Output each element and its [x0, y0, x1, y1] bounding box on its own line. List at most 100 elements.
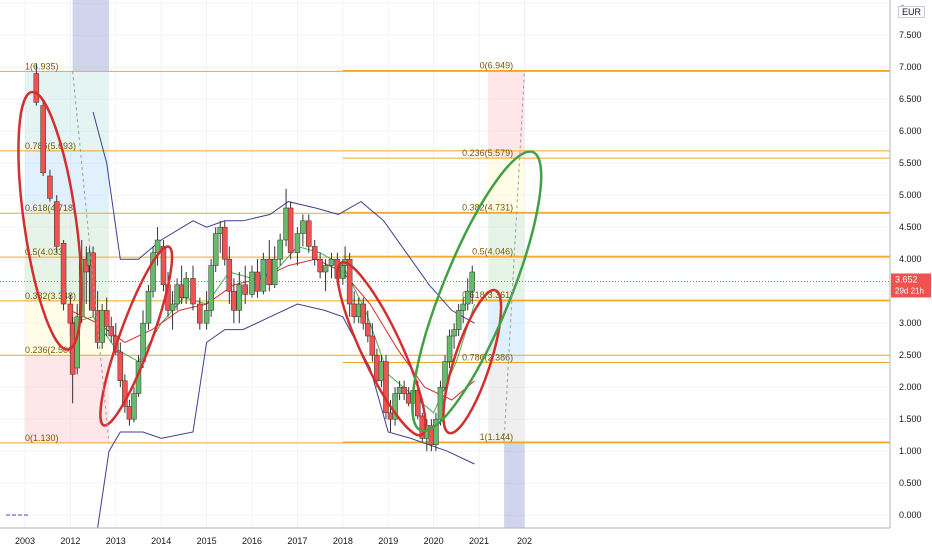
candle-body	[405, 393, 412, 404]
candle-body	[154, 239, 161, 254]
fib-label-right: 0(6.949)	[480, 60, 514, 70]
fib-zone-right	[488, 70, 525, 159]
price-tick-label: 4.500	[899, 222, 922, 232]
price-tick-label: 5.500	[899, 158, 922, 168]
candle-body	[249, 271, 255, 295]
candle-body	[108, 326, 114, 337]
candle-body	[131, 393, 137, 420]
candle-body	[117, 351, 124, 382]
fib-label-left: 1(6.935)	[25, 61, 59, 71]
candle-body	[254, 271, 261, 292]
candle-body	[94, 310, 101, 343]
fib-zone-left	[24, 355, 109, 443]
candle-body	[217, 226, 223, 234]
time-tick-label: 2014	[151, 536, 171, 546]
candle-body	[208, 265, 214, 311]
time-tick-label: 2012	[60, 536, 80, 546]
fib-label-left: 0.236(2.500)	[25, 345, 76, 355]
candle-body	[271, 258, 278, 286]
candle-body	[169, 303, 176, 311]
candle-body	[415, 390, 421, 417]
candle-body	[401, 386, 407, 394]
candle-body	[203, 310, 210, 324]
candle-body	[67, 303, 74, 324]
candle-body	[442, 361, 448, 388]
price-tick-label: 7.500	[899, 30, 922, 40]
candle-body	[437, 386, 444, 420]
time-tick-label: 2016	[242, 536, 262, 546]
candle-body	[150, 252, 156, 292]
fib-label-right: 0.382(4.731)	[462, 202, 513, 212]
fib-zone-left	[24, 213, 109, 258]
candle-body	[197, 303, 203, 324]
candle-body	[226, 258, 233, 292]
candle-body	[47, 175, 53, 199]
projection-line-left	[72, 71, 110, 443]
fib-label-left: 0(1.130)	[25, 433, 59, 443]
time-tick-label: 2003	[15, 536, 35, 546]
price-tick-label: 0.000	[899, 510, 922, 520]
time-tick-label: 2020	[424, 536, 444, 546]
candle-body	[160, 246, 167, 286]
candle-body	[383, 361, 389, 414]
candle-body	[464, 290, 471, 305]
candle-body	[460, 303, 466, 311]
price-tick-label: 5.000	[899, 190, 922, 200]
candle-body	[294, 233, 301, 254]
candle-body	[236, 284, 243, 311]
annotation-ellipse	[17, 90, 83, 351]
fib-label-left: 0.618(4.718)	[25, 203, 76, 213]
candle-body	[178, 284, 185, 298]
fib-zone-right	[488, 212, 525, 257]
candle-body	[212, 233, 219, 266]
fib-label-right: 0.5(4.046)	[472, 246, 513, 256]
candle-body	[183, 278, 189, 298]
candle-body	[190, 278, 196, 305]
candle-body	[340, 265, 346, 279]
candle-body	[54, 201, 60, 247]
candle-body	[396, 386, 403, 394]
candle-body	[387, 412, 394, 420]
price-tick-label: 4.000	[899, 254, 922, 264]
candle-body	[392, 393, 398, 420]
candle-body	[277, 239, 283, 260]
fib-zone-left	[24, 150, 109, 214]
fib-label-left: 0.786(5.693)	[25, 141, 76, 151]
candle-body	[231, 290, 237, 311]
fib-label-right: 0.786(2.386)	[462, 352, 513, 362]
last-price-countdown: 29d 21h	[895, 286, 924, 295]
annotation-ellipse	[411, 150, 543, 433]
fib-label-right: 0.618(3.361)	[462, 290, 513, 300]
price-tick-label: 3.000	[899, 318, 922, 328]
fib-zone-right	[488, 362, 525, 442]
candle-body	[455, 310, 462, 330]
price-tick-label: 2.000	[899, 382, 922, 392]
annotation-ellipse	[99, 245, 174, 427]
bollinger-upper	[92, 111, 475, 324]
time-tick-label: 2019	[378, 536, 398, 546]
price-tick-label: 1.500	[899, 414, 922, 424]
currency-badge[interactable]: EUR	[898, 6, 926, 18]
candle-body	[433, 418, 439, 446]
last-price-value: 3.652	[895, 274, 918, 284]
candle-body	[311, 246, 318, 260]
candle-body	[122, 380, 128, 407]
candle-body	[378, 361, 385, 382]
last-price-badge	[891, 273, 931, 298]
candle-body	[369, 335, 376, 356]
candle-body	[145, 290, 152, 324]
candle-body	[283, 207, 289, 241]
candle-body	[328, 258, 335, 266]
candle-body	[317, 258, 323, 273]
candle-body	[99, 310, 105, 343]
price-tick-label: 2.500	[899, 350, 922, 360]
price-tick-label: 7.000	[899, 62, 922, 72]
candle-body	[103, 310, 110, 327]
annotation-ellipse	[442, 288, 503, 435]
candle-body	[365, 322, 371, 337]
candle-body	[266, 258, 273, 286]
price-tick-label: 0.500	[899, 478, 922, 488]
